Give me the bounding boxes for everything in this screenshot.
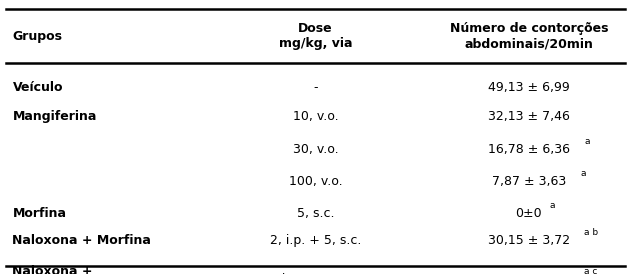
Text: 30, v.o.: 30, v.o. — [293, 142, 338, 156]
Text: 49,13 ± 6,99: 49,13 ± 6,99 — [488, 81, 570, 94]
Text: 0±0: 0±0 — [516, 207, 542, 220]
Text: Veículo: Veículo — [13, 81, 63, 94]
Text: 5, s.c.: 5, s.c. — [297, 207, 334, 220]
Text: 39,72 ± 3,66: 39,72 ± 3,66 — [488, 273, 570, 274]
Text: 2, i.p. + 5, s.c.: 2, i.p. + 5, s.c. — [270, 234, 361, 247]
Text: Naloxona + Morfina: Naloxona + Morfina — [13, 234, 151, 247]
Text: a b: a b — [584, 228, 599, 237]
Text: Naloxona +
Mangiferina: Naloxona + Mangiferina — [13, 265, 97, 274]
Text: Grupos: Grupos — [13, 30, 62, 43]
Text: 16,78 ± 6,36: 16,78 ± 6,36 — [488, 142, 570, 156]
Text: a: a — [549, 201, 555, 210]
Text: a: a — [580, 169, 586, 178]
Text: 30,15 ± 3,72: 30,15 ± 3,72 — [488, 234, 570, 247]
Text: 2, i.p. + 30, v.o.: 2, i.p. + 30, v.o. — [266, 273, 365, 274]
Text: 10, v.o.: 10, v.o. — [293, 110, 338, 123]
Text: Número de contorções
abdominais/20min: Número de contorções abdominais/20min — [450, 22, 608, 50]
Text: a c: a c — [584, 267, 598, 274]
Text: 7,87 ± 3,63: 7,87 ± 3,63 — [492, 175, 566, 188]
Text: Dose
mg/kg, via: Dose mg/kg, via — [279, 22, 352, 50]
Text: -: - — [313, 81, 318, 94]
Text: Morfina: Morfina — [13, 207, 66, 220]
Text: a: a — [584, 136, 590, 145]
Text: 100, v.o.: 100, v.o. — [289, 175, 342, 188]
Text: Mangiferina: Mangiferina — [13, 110, 97, 123]
Text: 32,13 ± 7,46: 32,13 ± 7,46 — [488, 110, 570, 123]
